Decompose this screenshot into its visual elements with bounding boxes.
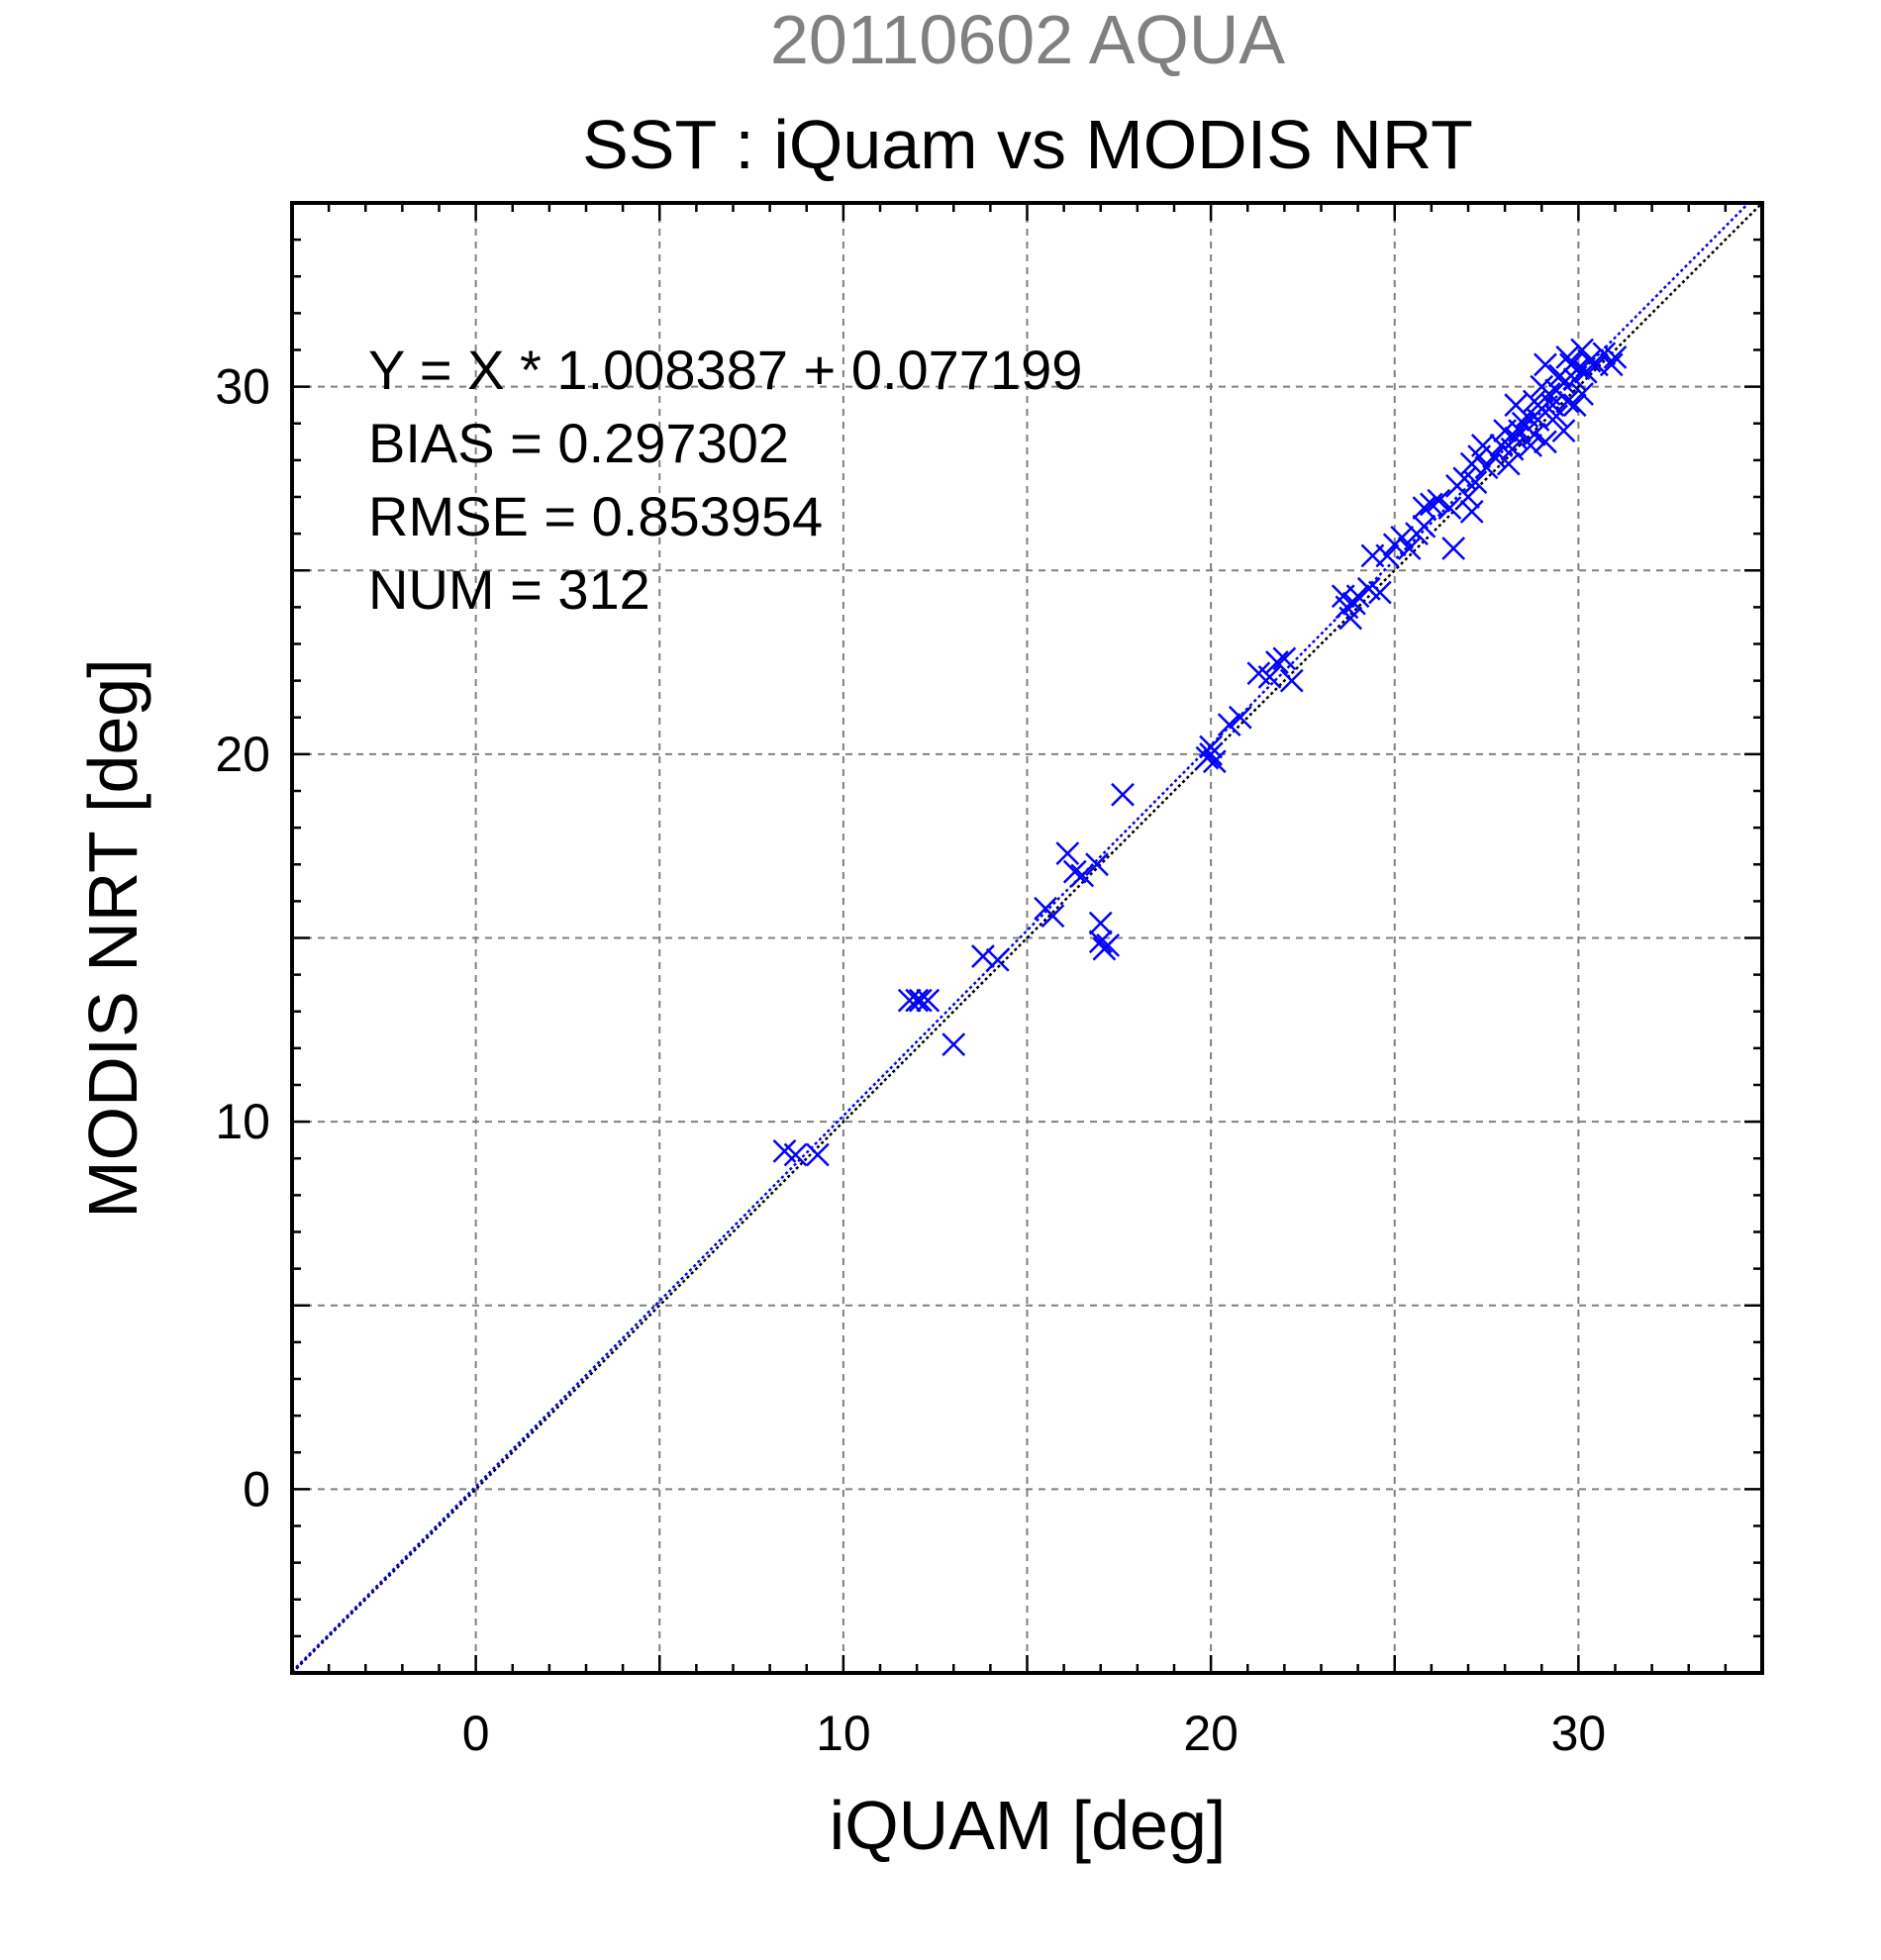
scatter-point [1534, 430, 1557, 454]
scatter-point [1482, 444, 1506, 469]
scatter-point [1427, 488, 1451, 513]
x-axis-label: iQUAM [deg] [830, 1787, 1227, 1864]
scatter-point [1085, 852, 1109, 877]
scatter-point [908, 988, 933, 1013]
x-tick-label: 0 [462, 1706, 490, 1761]
scatter-point [1390, 525, 1415, 549]
chart-suptitle: 20110602 AQUA [770, 1, 1286, 78]
scatter-points [772, 338, 1628, 1167]
scatter-point [1199, 735, 1224, 759]
y-tick-label: 10 [215, 1094, 270, 1149]
identity-line [291, 202, 1763, 1674]
scatter-point [1534, 352, 1557, 377]
scatter-point [1559, 352, 1583, 377]
scatter-point [1551, 419, 1576, 443]
scatter-point [1257, 665, 1282, 689]
plot-frame [290, 201, 1764, 1675]
scatter-point [1419, 492, 1443, 517]
scatter-point [1272, 646, 1297, 671]
grid-lines [292, 203, 1762, 1673]
scatter-point [1397, 537, 1422, 560]
scatter-point [1437, 496, 1462, 521]
scatter-point [897, 988, 922, 1013]
scatter-point [1577, 348, 1602, 373]
scatter-point [1504, 393, 1529, 418]
scatter-point [1279, 668, 1304, 693]
scatter-point [1603, 345, 1628, 369]
stats-rmse: RMSE = 0.853954 [368, 485, 823, 547]
scatter-point [1474, 455, 1499, 480]
tick-labels: 0 10 20 30 0 10 20 30 [215, 359, 1606, 1761]
y-tick-label: 30 [215, 359, 270, 415]
scatter-point [1345, 584, 1370, 609]
scatter-point [1463, 470, 1488, 495]
scatter-point [1562, 393, 1587, 418]
scatter-point [1111, 782, 1135, 807]
scatter-point [1599, 352, 1624, 377]
y-tick-label: 0 [243, 1461, 270, 1517]
stats-bias: BIAS = 0.297302 [368, 412, 789, 474]
scatter-point [1412, 514, 1436, 539]
scatter-point [1555, 389, 1580, 414]
y-axis-label: MODIS NRT [deg] [74, 658, 151, 1218]
scatter-point [1504, 426, 1529, 450]
scatter-point [1202, 749, 1227, 774]
scatter-point [1570, 338, 1594, 362]
scatter-point [1570, 382, 1594, 406]
scatter-point [1496, 451, 1521, 476]
y-tick-label: 20 [215, 727, 270, 782]
scatter-point [1508, 419, 1532, 443]
scatter-point [1441, 537, 1466, 560]
stats-num: NUM = 312 [368, 558, 650, 621]
scatter-point [1228, 705, 1252, 730]
scatter-point [1530, 374, 1554, 399]
scatter-point [1217, 713, 1241, 737]
scatter-point [1368, 580, 1392, 605]
scatter-point [1338, 606, 1363, 631]
scatter-point [783, 1142, 808, 1167]
stats-equation: Y = X * 1.008387 + 0.077199 [368, 339, 1082, 401]
scatter-point [1070, 863, 1095, 888]
x-tick-label: 30 [1551, 1706, 1607, 1761]
scatter-point [806, 1142, 830, 1167]
scatter-point [905, 988, 930, 1013]
scatter-point [1265, 650, 1289, 674]
scatter-point [1096, 933, 1121, 957]
scatter-point [971, 944, 995, 968]
scatter-point [1412, 496, 1436, 521]
x-tick-label: 20 [1183, 1706, 1238, 1761]
scatter-point [1522, 423, 1546, 446]
scatter-point [1040, 904, 1065, 929]
scatter-point [941, 1032, 966, 1057]
scatter-point [1088, 930, 1113, 954]
scatter-point [916, 988, 940, 1013]
x-tick-label: 10 [816, 1706, 871, 1761]
chart-title: SST : iQuam vs MODIS NRT [582, 106, 1473, 183]
scatter-point [1199, 741, 1224, 766]
scatter-point [1522, 389, 1546, 414]
scatter-point [1055, 841, 1080, 865]
scatter-point [1375, 543, 1400, 568]
scatter-point [1088, 911, 1113, 935]
scatter-point [1459, 499, 1484, 524]
scatter-point [1062, 859, 1087, 884]
scatter-point [1544, 404, 1568, 429]
scatter-point [1555, 345, 1580, 369]
scatter-point [985, 947, 1010, 972]
scatter-point [1456, 485, 1480, 509]
